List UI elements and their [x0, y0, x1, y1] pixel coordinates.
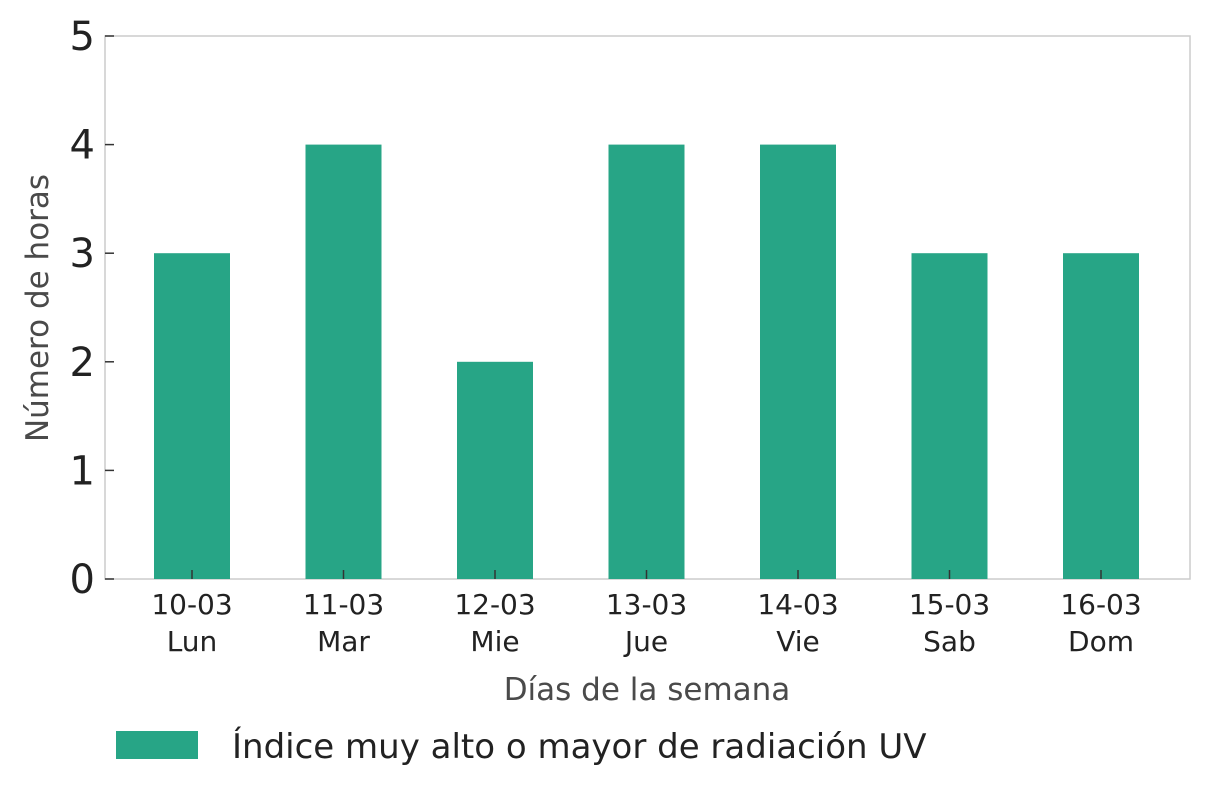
x-axis-title: Días de la semana — [504, 672, 791, 708]
x-tick-label-day: Jue — [623, 625, 668, 658]
x-tick-label-date: 13-03 — [606, 588, 687, 621]
y-tick-label: 4 — [70, 123, 95, 169]
x-tick-label-day: Mar — [317, 625, 370, 658]
x-tick-label-date: 16-03 — [1060, 588, 1141, 621]
x-tick-label-day: Sab — [923, 625, 976, 658]
bar-10-03 — [154, 253, 230, 579]
x-tick-label-day: Vie — [776, 625, 820, 658]
legend-label: Índice muy alto o mayor de radiación UV — [232, 726, 927, 767]
bar-15-03 — [911, 253, 988, 579]
x-tick-label-day: Dom — [1068, 625, 1134, 658]
x-tick-label-date: 12-03 — [454, 588, 535, 621]
x-tick-label-day: Lun — [167, 625, 218, 658]
bar-12-03 — [457, 361, 533, 579]
x-tick-label-date: 15-03 — [909, 588, 990, 621]
bar-14-03 — [760, 144, 836, 579]
bar-11-03 — [305, 144, 382, 579]
y-tick-label: 5 — [70, 14, 95, 60]
y-tick-label: 3 — [70, 231, 95, 277]
x-tick-label-date: 10-03 — [151, 588, 232, 621]
y-tick-label: 2 — [70, 340, 95, 386]
x-tick-label-date: 11-03 — [303, 588, 384, 621]
legend-swatch — [116, 731, 198, 759]
legend: Índice muy alto o mayor de radiación UV — [116, 726, 927, 767]
bar-16-03 — [1063, 253, 1139, 579]
bars-group — [154, 144, 1139, 579]
y-axis: 0 1 2 3 4 5 — [70, 14, 114, 603]
y-tick-label: 0 — [70, 557, 95, 603]
y-tick-label: 1 — [70, 448, 95, 494]
bar-13-03 — [608, 144, 685, 579]
y-axis-title: Número de horas — [20, 174, 56, 442]
x-axis: 10-03 Lun 11-03 Mar 12-03 Mie 13-03 Jue 14-03 Vie… — [151, 570, 1142, 658]
x-tick-label-day: Mie — [470, 625, 519, 658]
x-tick-label-date: 14-03 — [757, 588, 838, 621]
